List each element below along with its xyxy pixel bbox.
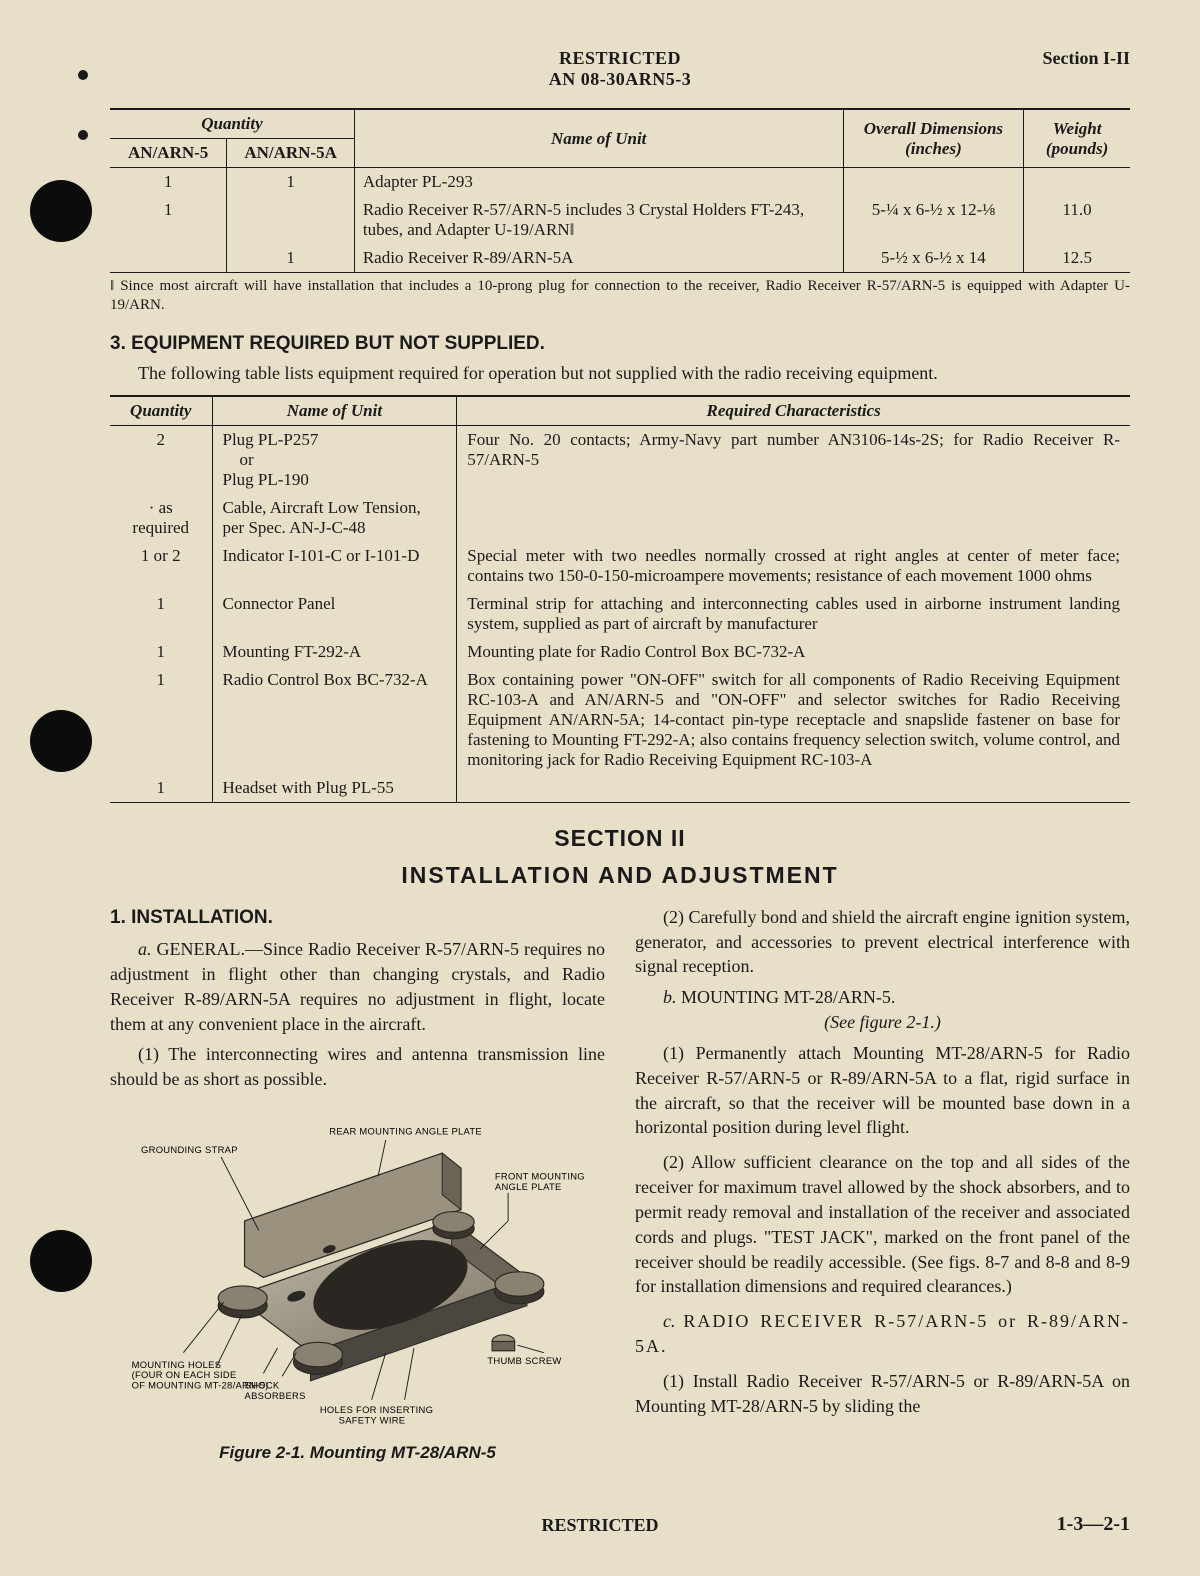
t1-q2: 1 (227, 244, 354, 273)
t1-name: Radio Receiver R-57/ARN-5 includes 3 Cry… (354, 196, 843, 244)
section3-intro: The following table lists equipment requ… (110, 361, 1130, 385)
install-heading: 1. INSTALLATION. (110, 905, 605, 931)
section2-title: SECTION II (110, 825, 1130, 852)
t2-req: Mounting plate for Radio Control Box BC-… (457, 638, 1130, 666)
para-b-see: (See figure 2-1.) (635, 1010, 1130, 1035)
document-number: AN 08-30ARN5-3 (110, 69, 1130, 90)
t1-weight: 12.5 (1024, 244, 1130, 273)
table1-footnote: ‖ Since most aircraft will have installa… (110, 277, 1130, 315)
t1-q2 (227, 196, 354, 244)
para-b: b. MOUNTING MT-28/ARN-5. (635, 985, 1130, 1010)
name-header: Name of Unit (354, 109, 843, 168)
t2-qty: 1 or 2 (110, 542, 212, 590)
para-b1: (1) Permanently attach Mounting MT-28/AR… (635, 1041, 1130, 1140)
para-c1: (1) Install Radio Receiver R-57/ARN-5 or… (635, 1369, 1130, 1419)
required-equipment-table: Quantity Name of Unit Required Character… (110, 395, 1130, 803)
classification-footer: RESTRICTED (0, 1515, 1200, 1536)
t2-name: Cable, Aircraft Low Tension, per Spec. A… (212, 494, 457, 542)
figure-2-1: GROUNDING STRAP REAR MOUNTING ANGLE PLAT… (110, 1108, 605, 1464)
t2-qty: 2 (110, 425, 212, 494)
t1-q1: 1 (110, 196, 227, 244)
t1-name: Adapter PL-293 (354, 168, 843, 197)
edge-dot (78, 130, 88, 140)
section3-title: 3. EQUIPMENT REQUIRED BUT NOT SUPPLIED. (110, 333, 1130, 355)
t2-req: Special meter with two needles normally … (457, 542, 1130, 590)
t2-qty: · as required (110, 494, 212, 542)
label-mounting-holes: MOUNTING HOLES(FOUR ON EACH SIDEOF MOUNT… (132, 1359, 269, 1391)
label-front-plate: FRONT MOUNTINGANGLE PLATE (495, 1171, 585, 1192)
para-c: c. RADIO RECEIVER R-57/ARN-5 or R-89/ARN… (635, 1309, 1130, 1359)
col1-header: AN/ARN-5 (110, 139, 227, 168)
t2-name: Plug PL-P257 orPlug PL-190 (212, 425, 457, 494)
left-column: 1. INSTALLATION. a. GENERAL.—Since Radio… (110, 905, 605, 1464)
t1-dims (843, 168, 1024, 197)
para-a: a. GENERAL.—Since Radio Receiver R-57/AR… (110, 937, 605, 1036)
t1-weight (1024, 168, 1130, 197)
punch-hole (30, 180, 92, 242)
t2-qty: 1 (110, 638, 212, 666)
section2-subtitle: INSTALLATION AND ADJUSTMENT (110, 862, 1130, 889)
t2-name: Headset with Plug PL-55 (212, 774, 457, 803)
dims-header: Overall Dimensions(inches) (843, 109, 1024, 168)
label-safety-wire: HOLES FOR INSERTINGSAFETY WIRE (320, 1404, 433, 1425)
para-b2: (2) Allow sufficient clearance on the to… (635, 1150, 1130, 1299)
t2-req (457, 494, 1130, 542)
t2-name: Connector Panel (212, 590, 457, 638)
label-grounding-strap: GROUNDING STRAP (141, 1144, 238, 1155)
mounting-diagram: GROUNDING STRAP REAR MOUNTING ANGLE PLAT… (110, 1108, 605, 1428)
col2-header: AN/ARN-5A (227, 139, 354, 168)
t1-name: Radio Receiver R-89/ARN-5A (354, 244, 843, 273)
t2-qty: 1 (110, 666, 212, 774)
label-thumb-screw: THUMB SCREW (487, 1355, 561, 1366)
page-number: 1-3—2-1 (1057, 1513, 1130, 1536)
t2-req: Box containing power "ON-OFF" switch for… (457, 666, 1130, 774)
t2-name: Radio Control Box BC-732-A (212, 666, 457, 774)
t1-q1: 1 (110, 168, 227, 197)
t1-dims: 5-½ x 6-½ x 14 (843, 244, 1024, 273)
t1-q1 (110, 244, 227, 273)
t1-q2: 1 (227, 168, 354, 197)
t2-name-header: Name of Unit (212, 396, 457, 426)
weight-header: Weight(pounds) (1024, 109, 1130, 168)
figure-caption: Figure 2-1. Mounting MT-28/ARN-5 (110, 1441, 605, 1464)
t2-req-header: Required Characteristics (457, 396, 1130, 426)
para-a1: (1) The interconnecting wires and antenn… (110, 1042, 605, 1092)
t2-req: Terminal strip for attaching and interco… (457, 590, 1130, 638)
t2-name: Indicator I-101-C or I-101-D (212, 542, 457, 590)
equipment-table: Quantity Name of Unit Overall Dimensions… (110, 108, 1130, 273)
para-a2: (2) Carefully bond and shield the aircra… (635, 905, 1130, 979)
t2-req: Four No. 20 contacts; Army-Navy part num… (457, 425, 1130, 494)
t1-dims: 5-¼ x 6-½ x 12-⅛ (843, 196, 1024, 244)
classification-header: RESTRICTED (110, 48, 1130, 69)
t2-qty: 1 (110, 774, 212, 803)
t2-name: Mounting FT-292-A (212, 638, 457, 666)
section-label: Section I-II (1042, 48, 1130, 69)
punch-hole (30, 710, 92, 772)
t2-qty-header: Quantity (110, 396, 212, 426)
t2-qty: 1 (110, 590, 212, 638)
punch-hole (30, 1230, 92, 1292)
qty-group-header: Quantity (110, 109, 354, 139)
t1-weight: 11.0 (1024, 196, 1130, 244)
right-column: (2) Carefully bond and shield the aircra… (635, 905, 1130, 1464)
t2-req (457, 774, 1130, 803)
edge-dot (78, 70, 88, 80)
label-rear-plate: REAR MOUNTING ANGLE PLATE (329, 1125, 482, 1136)
